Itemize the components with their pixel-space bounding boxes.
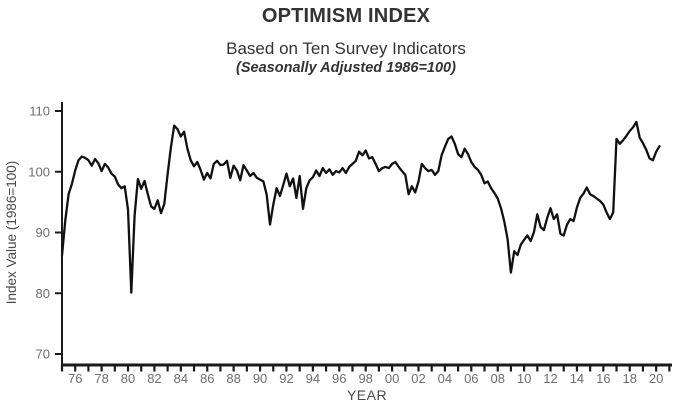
x-tick-label: 92 xyxy=(279,371,293,386)
x-tick-label: 90 xyxy=(253,371,267,386)
x-tick-label: 04 xyxy=(438,371,452,386)
x-tick-label: 06 xyxy=(464,371,478,386)
x-tick-label: 96 xyxy=(332,371,346,386)
x-tick-label: 84 xyxy=(174,371,188,386)
x-tick-label: 10 xyxy=(517,371,531,386)
y-axis-title: Index Value (1986=100) xyxy=(4,161,19,304)
x-tick-label: 02 xyxy=(411,371,425,386)
x-axis-ticks: 76 78 80 82 84 86 88 90 92 94 96 98 00 02 04 06 08 10 12 14… xyxy=(60,365,671,386)
x-tick-label: 16 xyxy=(596,371,610,386)
x-tick-label: 20 xyxy=(649,371,663,386)
x-tick-label: 14 xyxy=(570,371,584,386)
x-tick-label: 82 xyxy=(147,371,161,386)
x-tick-label: 94 xyxy=(306,371,320,386)
x-tick-label: 78 xyxy=(94,371,108,386)
x-tick-label: 00 xyxy=(385,371,399,386)
optimism-index-series-line xyxy=(60,120,661,294)
x-tick-label: 18 xyxy=(623,371,637,386)
x-tick-label: 98 xyxy=(358,371,372,386)
x-tick-label: 08 xyxy=(490,371,504,386)
y-tick-label: 110 xyxy=(29,104,50,119)
y-tick-label: 90 xyxy=(36,225,50,240)
x-tick-label: 12 xyxy=(543,371,557,386)
x-tick-label: 76 xyxy=(68,371,82,386)
y-tick-label: 80 xyxy=(36,286,50,301)
x-tick-label: 88 xyxy=(226,371,240,386)
y-tick-label: 100 xyxy=(28,164,50,179)
x-tick-label: 80 xyxy=(121,371,135,386)
y-axis-ticks: 110 100 90 80 70 xyxy=(28,104,62,362)
x-axis-title: YEAR xyxy=(347,387,387,403)
x-tick-label: 86 xyxy=(200,371,214,386)
y-tick-label: 70 xyxy=(36,347,50,362)
